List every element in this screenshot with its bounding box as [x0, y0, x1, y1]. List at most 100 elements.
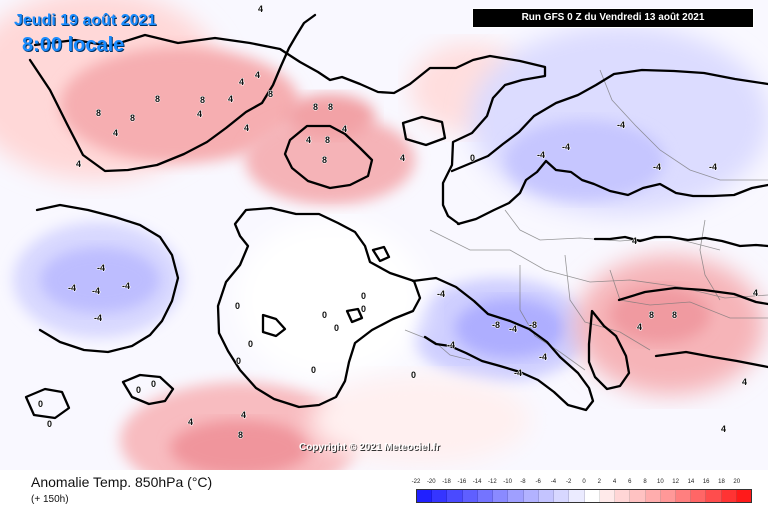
- legend-color-cell-11: [569, 490, 585, 502]
- color-legend: -22 -20 -18 -16 -14 -12 -10 -8 -6 -4 -2 …: [412, 479, 752, 509]
- legend-color-cell-15: [630, 490, 646, 502]
- greenland-coast: [28, 13, 317, 173]
- map-value-zero-2: 0: [248, 339, 253, 349]
- map-value-east-5: 4: [753, 288, 758, 298]
- temperature-anomaly-map: 4 8 4 8 8 4 4 4 8 4 4 8 4 8 8 4 8 4 8 4: [0, 0, 768, 470]
- map-value-zero-1: 0: [236, 356, 241, 366]
- legend-label-22: 20: [733, 479, 741, 485]
- map-value-zero-8: 0: [151, 379, 156, 389]
- map-value-greenland-8: 8: [268, 89, 273, 99]
- map-value-greenland-6: 4: [239, 77, 244, 87]
- map-value-south-3: 4: [188, 417, 193, 427]
- cold-field-atlantic-core: [40, 247, 160, 313]
- legend-label-2: -20: [426, 479, 436, 485]
- legend-label-14: 4: [612, 479, 617, 485]
- copyright-text: Copyright © 2021 Meteociel.fr: [299, 442, 440, 453]
- legend-color-cell-16: [645, 490, 661, 502]
- coastlines: [24, 13, 768, 420]
- forecast-local-time: 8:00 locale: [22, 34, 125, 56]
- legend-color-cell-13: [599, 490, 616, 502]
- legend-color-bar: [416, 489, 752, 503]
- map-value-greenland-3: 8: [130, 113, 135, 123]
- iceland-coast: [283, 124, 374, 190]
- map-value-east-6: 4: [637, 322, 642, 332]
- map-value-iceland-6: 8: [322, 155, 327, 165]
- legend-label-17: 10: [657, 479, 664, 485]
- warm-field-iceland-north: [285, 94, 375, 138]
- legend-color-cell-22: [736, 490, 752, 502]
- small-island-2: [345, 307, 364, 324]
- border-east-west-line: [429, 229, 768, 299]
- border-north-east: [599, 69, 768, 181]
- map-value-east-3: 8: [672, 310, 677, 320]
- map-value-zero-6: 0: [361, 304, 366, 314]
- map-value-scan-5: -4: [709, 162, 717, 172]
- map-value-atl-2: -4: [122, 281, 130, 291]
- eastern-coast: [593, 235, 768, 248]
- legend-label-8: -8: [520, 479, 526, 485]
- map-value-zero-7: 0: [136, 385, 141, 395]
- map-title: Anomalie Temp. 850hPa (°C): [31, 474, 213, 490]
- map-value-med-4: -8: [529, 320, 537, 330]
- cold-field-scandinavia-core: [505, 120, 665, 200]
- legend-color-cell-14: [615, 490, 631, 502]
- legend-color-cell-8: [523, 490, 539, 502]
- model-run-box: Run GFS 0 Z du Vendredi 13 août 2021: [472, 8, 754, 28]
- forecast-date: Jeudi 19 août 2021: [14, 12, 157, 29]
- map-value-iceland-3: 4: [342, 124, 347, 134]
- legend-color-cell-4: [462, 490, 478, 502]
- map-value-greenland-n: 4: [258, 4, 263, 14]
- legend-label-1: -22: [411, 479, 421, 485]
- map-value-zero-5: 0: [361, 291, 366, 301]
- legend-label-18: 12: [672, 479, 679, 485]
- legend-color-cell-3: [447, 490, 463, 502]
- map-value-iceland-5: 4: [306, 135, 311, 145]
- azores-coast: [24, 387, 71, 420]
- legend-color-cell-10: [554, 490, 570, 502]
- border-central-line-1: [519, 265, 586, 371]
- legend-label-7: -10: [503, 479, 512, 485]
- legend-label-16: 8: [643, 479, 647, 485]
- border-southeast-line: [609, 269, 768, 319]
- border-france-spain: [404, 329, 471, 361]
- map-value-east-7: 4: [721, 424, 726, 434]
- map-value-zero-4: 0: [334, 323, 339, 333]
- map-value-scan-1: -4: [617, 120, 625, 130]
- map-value-atl-1: -4: [97, 263, 105, 273]
- map-value-zero-9: 0: [38, 399, 43, 409]
- map-value-zero-10: 0: [47, 419, 52, 429]
- legend-color-cell-9: [538, 490, 555, 502]
- cold-field-alps-core: [455, 298, 565, 358]
- map-value-scan-3: -4: [562, 142, 570, 152]
- country-borders: [404, 69, 768, 371]
- map-value-south-2: 8: [238, 430, 243, 440]
- map-value-med-6: -4: [514, 368, 522, 378]
- warm-field-greenland: [60, 47, 300, 163]
- map-value-iceland-7: 4: [400, 153, 405, 163]
- map-value-greenland-7: 4: [255, 70, 260, 80]
- map-value-east-2: 8: [649, 310, 654, 320]
- map-value-scan-2: -4: [537, 150, 545, 160]
- canary-coast: [121, 373, 175, 406]
- legend-label-9: -6: [535, 479, 541, 485]
- map-value-greenland-4: 8: [200, 95, 205, 105]
- legend-color-cell-2: [432, 490, 448, 502]
- legend-color-cell-21: [721, 490, 737, 502]
- map-value-greenland-11: 8: [96, 108, 101, 118]
- legend-label-10: -4: [550, 479, 557, 485]
- anomaly-fields: [0, 0, 768, 470]
- map-svg: 4 8 4 8 8 4 4 4 8 4 4 8 4 8 8 4 8 4 8 4: [0, 0, 768, 470]
- map-value-atl-4: -4: [94, 313, 102, 323]
- border-central-line-2: [564, 254, 651, 351]
- legend-label-19: 14: [687, 479, 695, 485]
- map-value-greenland-5: 4: [228, 94, 233, 104]
- baltic-north-coast: [456, 159, 768, 226]
- mediterranean-north-coast: [411, 276, 595, 412]
- balkan-coast: [587, 309, 631, 391]
- map-value-iceland-1: 8: [313, 102, 318, 112]
- map-value-greenland-1: 8: [155, 94, 160, 104]
- map-value-iceland-2: 8: [328, 102, 333, 112]
- map-value-scan-6: 0: [470, 153, 475, 163]
- neutral-field-bay: [235, 220, 425, 380]
